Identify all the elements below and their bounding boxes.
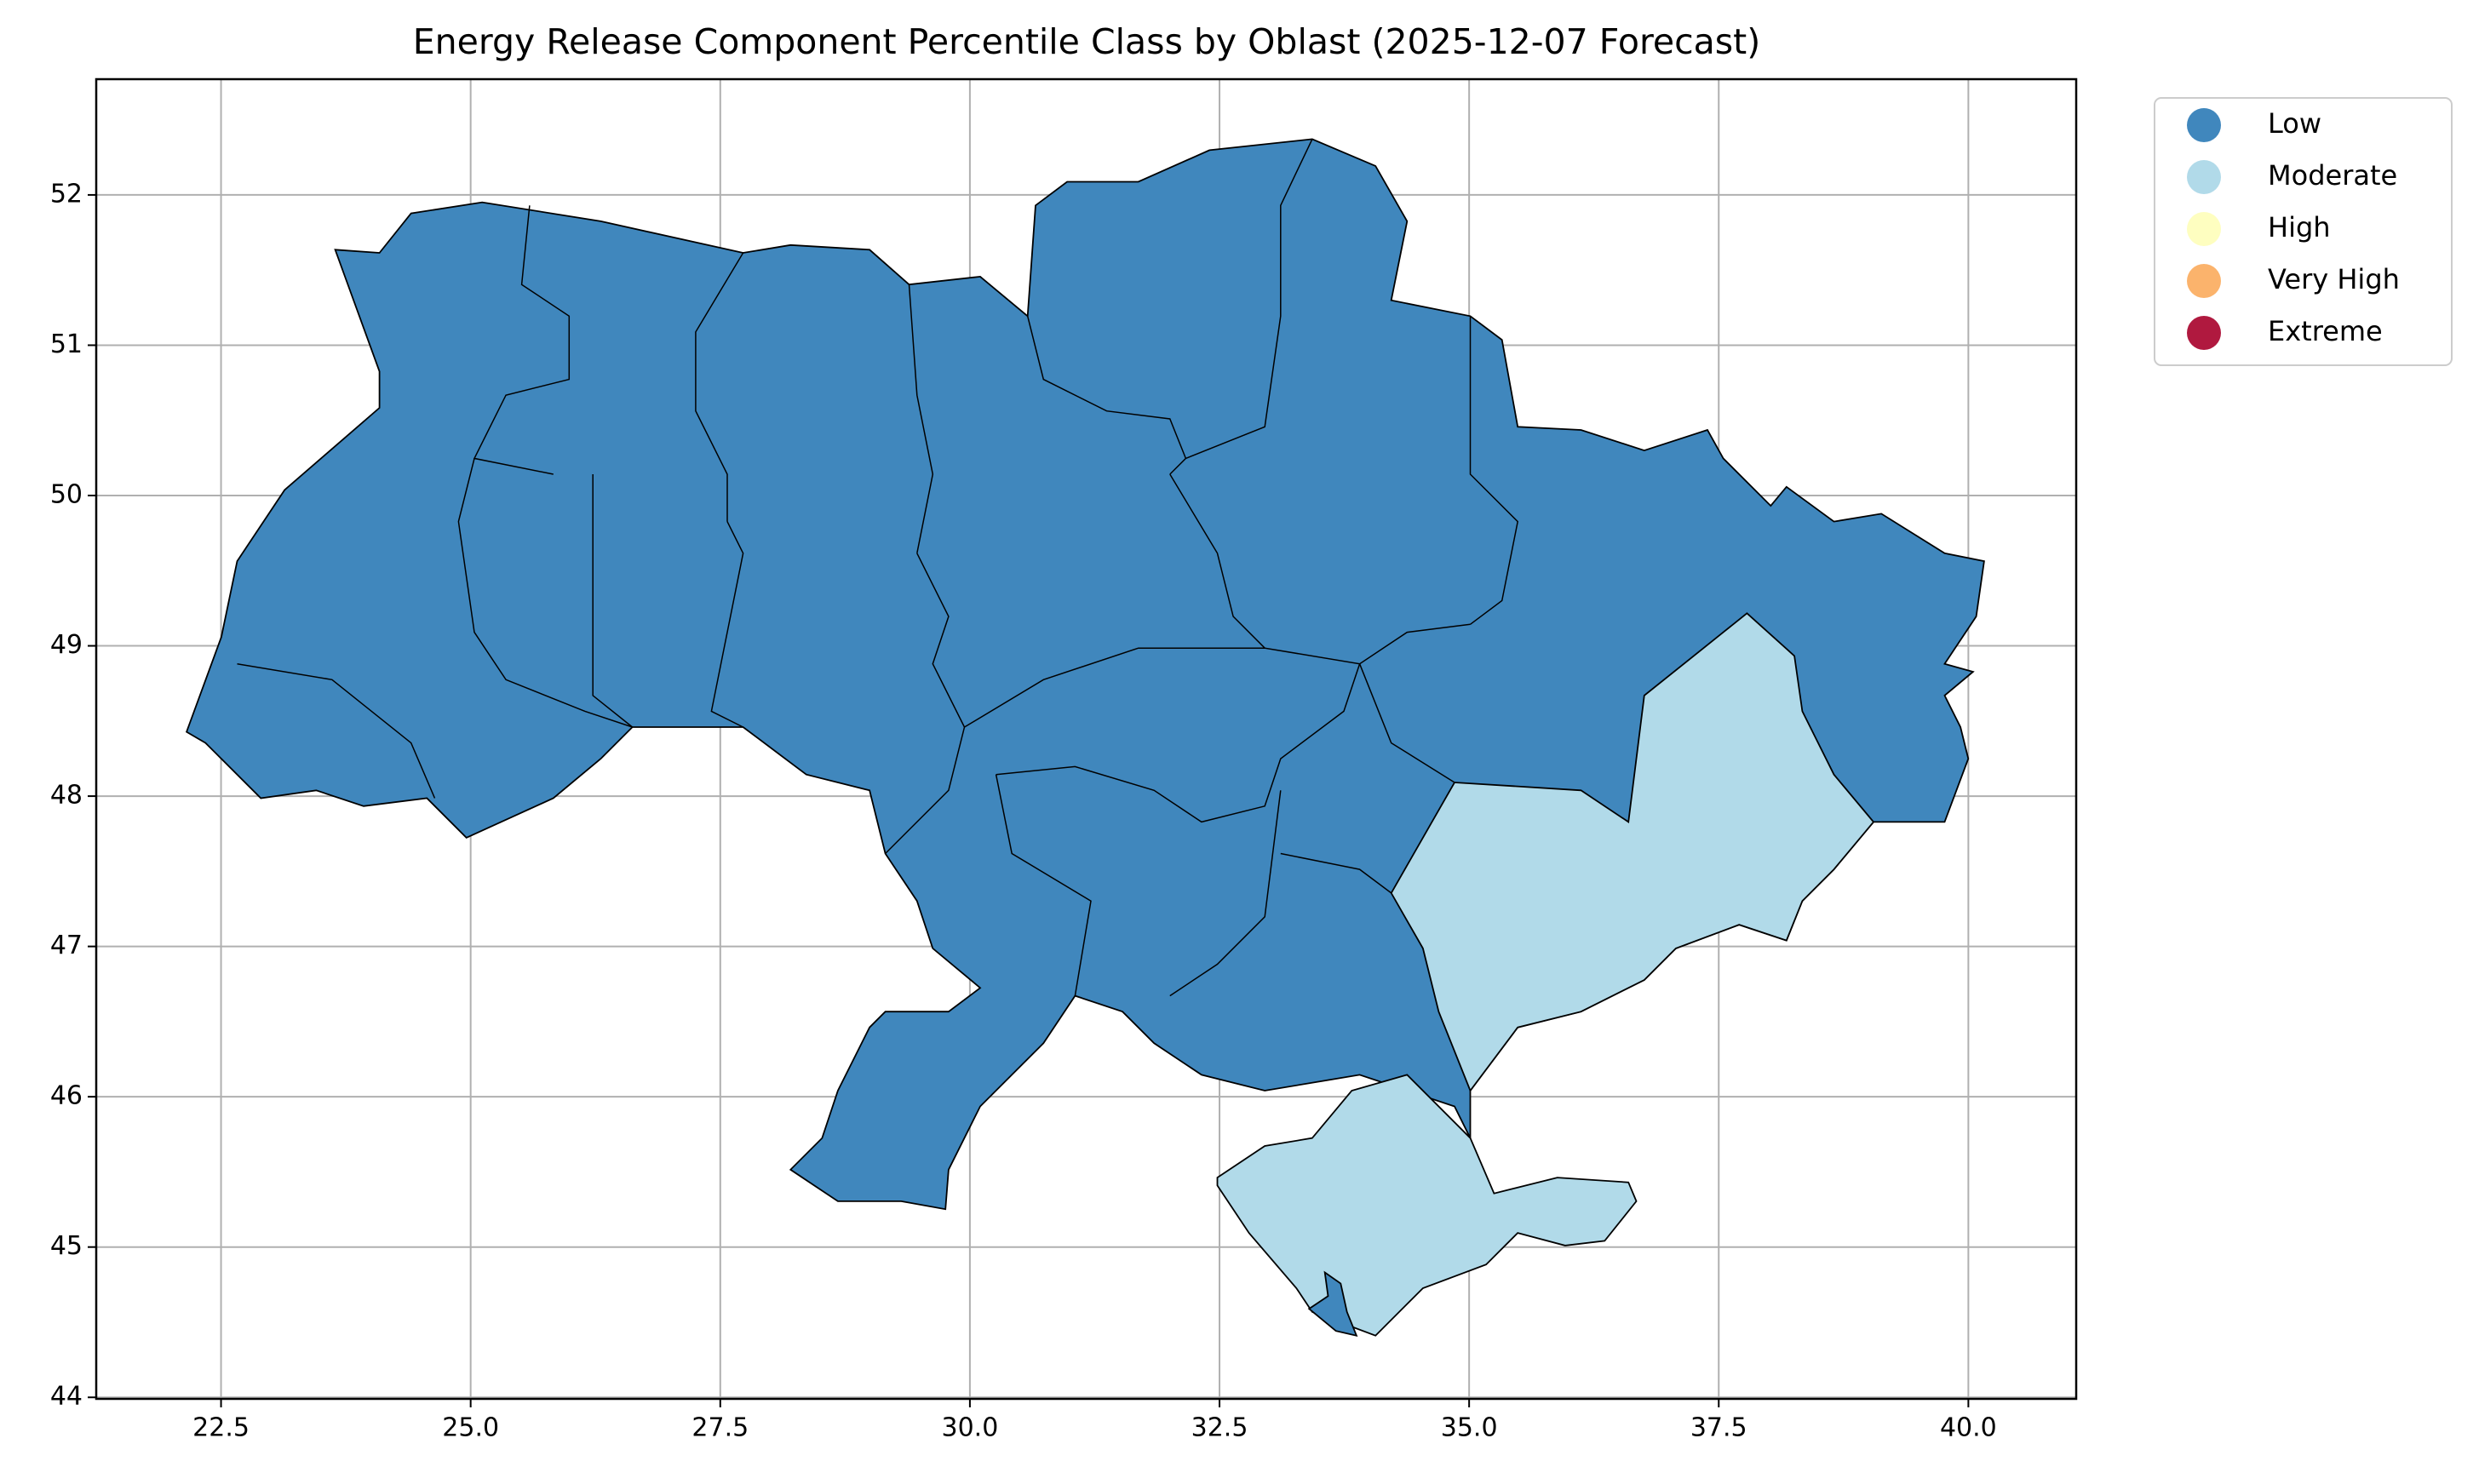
x-tick-label: 37.5 [1690, 1413, 1747, 1443]
oblast-border [237, 662, 436, 799]
x-tick-label: 40.0 [1940, 1413, 1997, 1443]
legend-label: High [2268, 211, 2331, 244]
x-tick-label: 35.0 [1441, 1413, 1498, 1443]
oblast-border [695, 252, 744, 522]
legend-marker [2187, 108, 2221, 142]
oblast-border [1280, 852, 1392, 894]
y-tick-label: 52 [50, 179, 83, 209]
oblast-border [964, 647, 1265, 728]
y-tick-label: 50 [50, 480, 83, 510]
legend-marker [2187, 160, 2221, 194]
axes-frame [95, 77, 2078, 1401]
x-tick-label: 22.5 [192, 1413, 250, 1443]
oblast-border [995, 774, 1092, 996]
oblast-border [1358, 663, 1455, 783]
oblast-border [885, 553, 966, 855]
region [1307, 1270, 1358, 1337]
legend-label: Low [2268, 107, 2321, 140]
legend-label: Very High [2268, 263, 2400, 295]
y-tick-label: 51 [50, 329, 83, 359]
oblast-border [1469, 316, 1519, 625]
y-tick-label: 46 [50, 1081, 83, 1111]
oblast-border [457, 458, 633, 728]
ticks: 22.5 25.0 27.5 30.0 32.5 35.0 37.5 40.0 44 45 46 47… [50, 179, 1997, 1442]
region [1216, 1074, 1638, 1337]
oblast-border [1026, 316, 1187, 475]
legend-marker [2187, 264, 2221, 298]
map [185, 138, 1985, 1337]
y-tick-label: 49 [50, 630, 83, 660]
oblast-border [996, 663, 1361, 823]
oblast-border [710, 521, 744, 728]
legend: Low Moderate High Very High Extreme [2187, 107, 2400, 350]
oblast-border [592, 474, 634, 728]
x-tick-label: 32.5 [1191, 1413, 1248, 1443]
legend-marker [2187, 212, 2221, 246]
x-tick-label: 25.0 [442, 1413, 499, 1443]
y-tick-label: 47 [50, 931, 83, 960]
y-tick-label: 45 [50, 1231, 83, 1261]
oblast-border [1185, 139, 1313, 460]
legend-marker [2187, 316, 2221, 350]
chart-title: Energy Release Component Percentile Clas… [413, 21, 1760, 62]
x-tick-label: 27.5 [691, 1413, 749, 1443]
region [1390, 612, 1875, 1092]
x-tick-label: 30.0 [942, 1413, 999, 1443]
legend-box [2154, 97, 2453, 366]
oblast-border [908, 284, 934, 553]
y-tick-label: 44 [50, 1382, 83, 1412]
legend-label: Extreme [2268, 315, 2383, 347]
y-tick-label: 48 [50, 781, 83, 811]
oblast-border [1169, 790, 1282, 997]
legend-label: Moderate [2268, 159, 2397, 192]
